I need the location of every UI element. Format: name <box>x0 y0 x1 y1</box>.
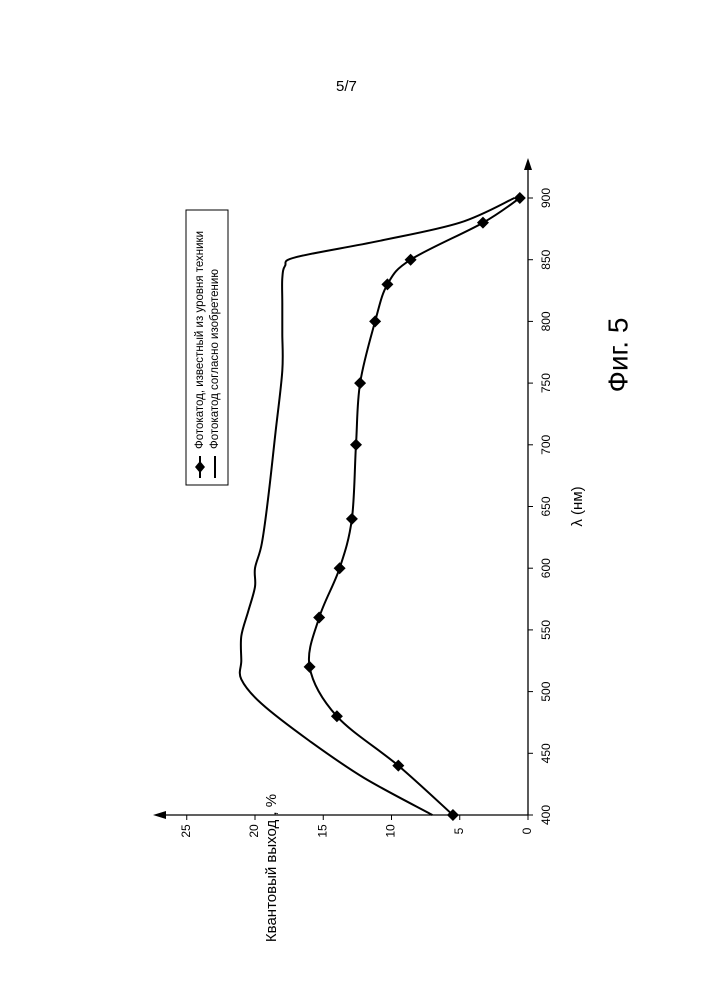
x-tick-label: 500 <box>539 681 553 701</box>
y-tick-label: 20 <box>247 824 261 838</box>
y-tick-label: 5 <box>452 827 466 834</box>
data-point-marker <box>304 661 316 673</box>
y-tick-label: 25 <box>179 824 193 838</box>
y-axis-title: Квантовый выход , % <box>263 794 280 942</box>
yield-axis-arrow <box>153 811 166 819</box>
x-axis-title: λ (нм) <box>569 486 586 526</box>
axis-labels: λ (нм) Квантовый выход , % Фиг. 5 <box>263 318 633 943</box>
series-invention-line <box>240 198 515 815</box>
data-point-marker <box>313 612 325 624</box>
x-tick-label: 800 <box>539 311 553 331</box>
data-point-marker <box>354 377 366 389</box>
legend-label-prior-art: Фотокатод, известный из уровня техники <box>194 231 206 449</box>
data-point-marker <box>346 513 358 525</box>
x-tick-label: 700 <box>539 434 553 454</box>
x-tick-label: 400 <box>539 805 553 825</box>
legend: Фотокатод, известный из уровня техникиФо… <box>186 210 228 485</box>
series-layer <box>240 192 526 821</box>
x-tick-label: 750 <box>539 373 553 393</box>
data-point-marker <box>477 217 489 229</box>
y-tick-label: 15 <box>315 824 329 838</box>
x-tick-label: 850 <box>539 249 553 269</box>
x-tick-label: 650 <box>539 496 553 516</box>
y-tick-label: 0 <box>520 827 534 834</box>
x-tick-label: 600 <box>539 558 553 578</box>
data-point-marker <box>369 315 381 327</box>
legend-box <box>186 210 228 485</box>
x-tick-label: 550 <box>539 620 553 640</box>
data-point-marker <box>381 278 393 290</box>
data-point-marker <box>350 439 362 451</box>
legend-label-invention: Фотокатод согласно изобретению <box>209 269 221 449</box>
series-prior-art-line <box>309 198 520 815</box>
data-point-marker <box>334 562 346 574</box>
x-tick-label: 900 <box>539 188 553 208</box>
y-tick-label: 10 <box>384 824 398 838</box>
figure-caption: Фиг. 5 <box>602 318 633 393</box>
data-point-marker <box>405 254 417 266</box>
x-tick-label: 450 <box>539 743 553 763</box>
wavelength-axis-arrow <box>524 158 532 170</box>
